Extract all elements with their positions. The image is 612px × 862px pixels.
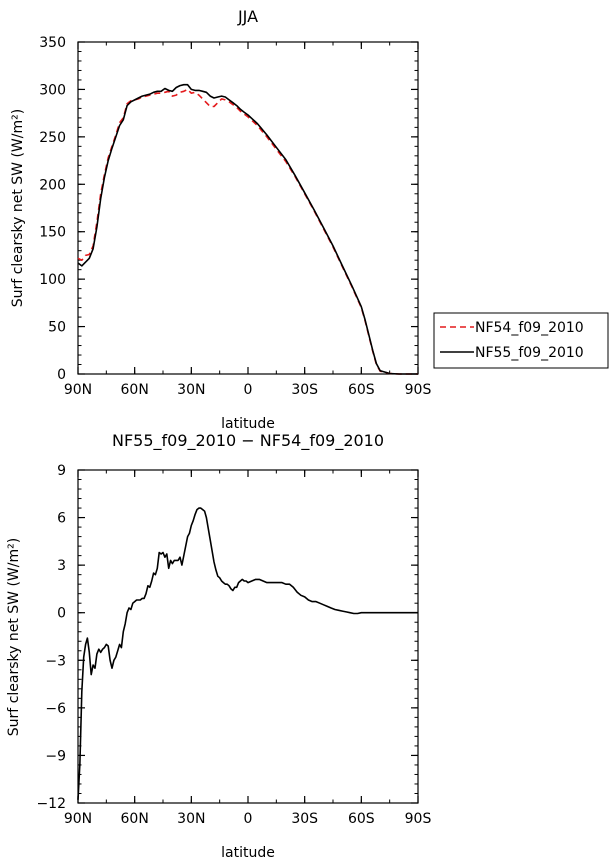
x-tick-label: 90S	[405, 811, 432, 827]
plot-frame	[77, 41, 419, 375]
y-tick-label: 300	[39, 82, 66, 98]
x-tick-label: 90N	[64, 382, 92, 398]
x-tick-label: 30S	[291, 811, 318, 827]
chart-top: JJA 90N 60N 30N 0 30S 60S 90S 0 50 100 150 200 250 30…	[10, 7, 609, 432]
series-line-0	[77, 88, 418, 375]
y-tick-label: −12	[36, 796, 66, 812]
y-tick-label: 250	[39, 130, 66, 146]
plot-frame	[77, 469, 419, 804]
y-tick-label: 50	[48, 320, 66, 336]
x-tick-label: 60S	[348, 811, 375, 827]
y-tick-label: 3	[57, 558, 66, 574]
y-tick-label: −9	[45, 748, 66, 764]
x-tick-label: 60N	[121, 811, 149, 827]
chart-top-legend: NF54_f09_2010 NF55_f09_2010	[433, 312, 609, 369]
y-tick-label: 9	[57, 463, 66, 479]
x-tick-label: 30N	[177, 811, 205, 827]
y-tick-label: 350	[39, 35, 66, 51]
x-tick-label: 30S	[291, 382, 318, 398]
chart-top-plot-area: 90N 60N 30N 0 30S 60S 90S 0 50 100 150 200 250 300 350	[39, 35, 431, 398]
chart-bottom-y-axis-title: Surf clearsky net SW (W/m²)	[6, 538, 22, 736]
y-tick-label: 150	[39, 225, 66, 241]
x-tick-label: 90N	[64, 811, 92, 827]
chart-top-title: JJA	[237, 7, 258, 26]
legend-label-nf54: NF54_f09_2010	[475, 320, 584, 336]
chart-bottom-plot-area: 90N 60N 30N 0 30S 60S 90S −12 −9 −6 −3 0 3 6 9	[36, 463, 431, 827]
chart-top-y-axis-title: Surf clearsky net SW (W/m²)	[10, 109, 26, 307]
y-tick-label: 100	[39, 272, 66, 288]
x-tick-label: 0	[244, 811, 253, 827]
x-tick-label: 90S	[405, 382, 432, 398]
series-line-1	[77, 83, 418, 375]
y-tick-label: −3	[45, 653, 66, 669]
series-line-0	[77, 507, 418, 800]
chart-top-x-axis-title: latitude	[221, 416, 275, 432]
x-tick-label: 30N	[177, 382, 205, 398]
x-tick-label: 60S	[348, 382, 375, 398]
chart-bottom: NF55_f09_2010 − NF54_f09_2010 90N 60N 30N 0…	[6, 431, 431, 861]
y-tick-label: 0	[57, 367, 66, 383]
chart-bottom-x-axis-title: latitude	[221, 845, 275, 861]
legend-box	[433, 312, 609, 369]
x-tick-label: 0	[244, 382, 253, 398]
y-tick-label: −6	[45, 701, 66, 717]
y-tick-label: 6	[57, 511, 66, 527]
y-tick-label: 200	[39, 177, 66, 193]
chart-bottom-title: NF55_f09_2010 − NF54_f09_2010	[112, 431, 384, 451]
y-tick-label: 0	[57, 606, 66, 622]
legend-label-nf55: NF55_f09_2010	[475, 345, 584, 361]
x-tick-label: 60N	[121, 382, 149, 398]
